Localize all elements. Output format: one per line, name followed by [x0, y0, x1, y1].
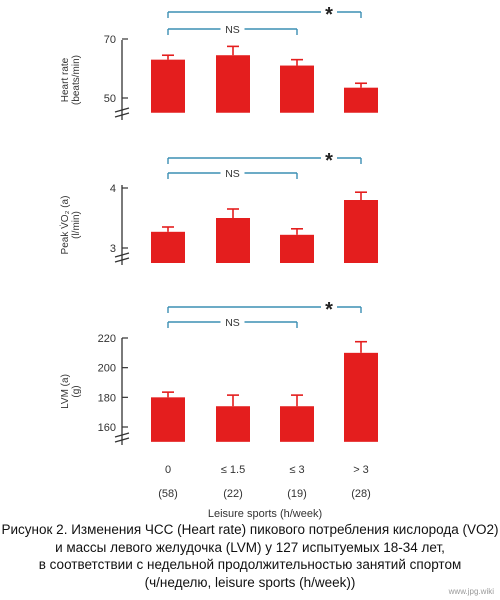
y-axis-label: Peak V̇O₂ (a) — [58, 196, 71, 255]
caption-line-3: в соответствии с недельной продолжительн… — [38, 557, 462, 572]
sample-size-label: (19) — [287, 488, 307, 500]
significance-star: * — [325, 4, 333, 26]
y-tick-label: 220 — [98, 333, 116, 345]
ns-label: NS — [225, 168, 240, 180]
y-tick-label: 200 — [98, 363, 116, 375]
chart-panel-1: 50 70 Heart rate (beats/min) NS * — [60, 4, 378, 120]
y-axis-label: (g) — [71, 385, 82, 397]
x-tick-label: 0 — [165, 464, 171, 476]
y-axis-label: (beats/min) — [71, 55, 82, 105]
y-axis-label: LVM (a) — [60, 374, 71, 409]
bar — [151, 59, 185, 113]
chart-panel-3: 160 180 200 220 LVM (a) (g) NS * — [60, 299, 378, 445]
caption-line-4: (ч/неделю, leisure sports (h/week)) — [144, 574, 356, 590]
caption-line-2: и массы левого желудочка (LVM) у 127 исп… — [55, 539, 445, 555]
star-backing — [321, 151, 337, 165]
y-tick-label: 70 — [104, 34, 116, 46]
x-tick-label: ≤ 1.5 — [221, 464, 245, 476]
significance-bracket: NS * — [167, 299, 362, 329]
axis-break-mark — [114, 252, 130, 258]
y-tick-label: 4 — [110, 183, 116, 195]
sample-size-label: (22) — [223, 488, 243, 500]
y-tick-label: 160 — [98, 422, 116, 434]
axis-break-mark — [114, 257, 130, 263]
star-backing — [321, 5, 337, 19]
ns-label: NS — [225, 24, 240, 36]
y-axis-label: Heart rate — [60, 57, 71, 102]
star-backing — [321, 300, 337, 314]
sample-size-label: (28) — [351, 488, 371, 500]
bar — [280, 234, 314, 263]
y-tick-label: 180 — [98, 392, 116, 404]
caption-line-1: Рисунок 2. Изменения ЧСС (Heart rate) пи… — [1, 522, 499, 537]
bar — [216, 406, 250, 442]
axis-break-mark — [114, 107, 130, 113]
ns-label-backing — [220, 316, 245, 328]
axis-break-mark — [114, 437, 130, 443]
axis-break-mark — [114, 432, 130, 438]
bar — [280, 65, 314, 113]
ns-label-backing — [220, 167, 245, 179]
x-tick-label: ≤ 3 — [289, 464, 304, 476]
figure-caption: Рисунок 2. Изменения ЧСС (Heart rate) пи… — [0, 521, 500, 591]
significance-bracket: NS * — [167, 150, 362, 180]
watermark: www.jpg.wiki — [448, 587, 494, 596]
y-tick-label: 50 — [104, 93, 116, 105]
bar — [344, 200, 378, 263]
significance-bracket: NS * — [167, 4, 362, 36]
y-tick-label: 3 — [110, 243, 116, 255]
bar — [344, 352, 378, 442]
significance-star: * — [325, 150, 333, 172]
bar — [280, 406, 314, 442]
bar — [216, 218, 250, 263]
axis-break-mark — [114, 112, 130, 118]
ns-label: NS — [225, 317, 240, 329]
ns-label-backing — [220, 23, 245, 35]
bar — [151, 231, 185, 263]
chart-panel-2: 3 4 Peak V̇O₂ (a) (l/min) NS * — [58, 150, 378, 265]
bar — [151, 397, 185, 442]
bar — [344, 87, 378, 113]
x-tick-label: > 3 — [353, 464, 369, 476]
y-axis-label: (l/min) — [71, 211, 82, 239]
x-axis-label: Leisure sports (h/week) — [208, 508, 322, 520]
bar — [216, 55, 250, 113]
sample-size-label: (58) — [158, 488, 178, 500]
significance-star: * — [325, 299, 333, 321]
figure: 50 70 Heart rate (beats/min) NS * 3 4 Peak V̇O₂ … — [58, 4, 378, 520]
